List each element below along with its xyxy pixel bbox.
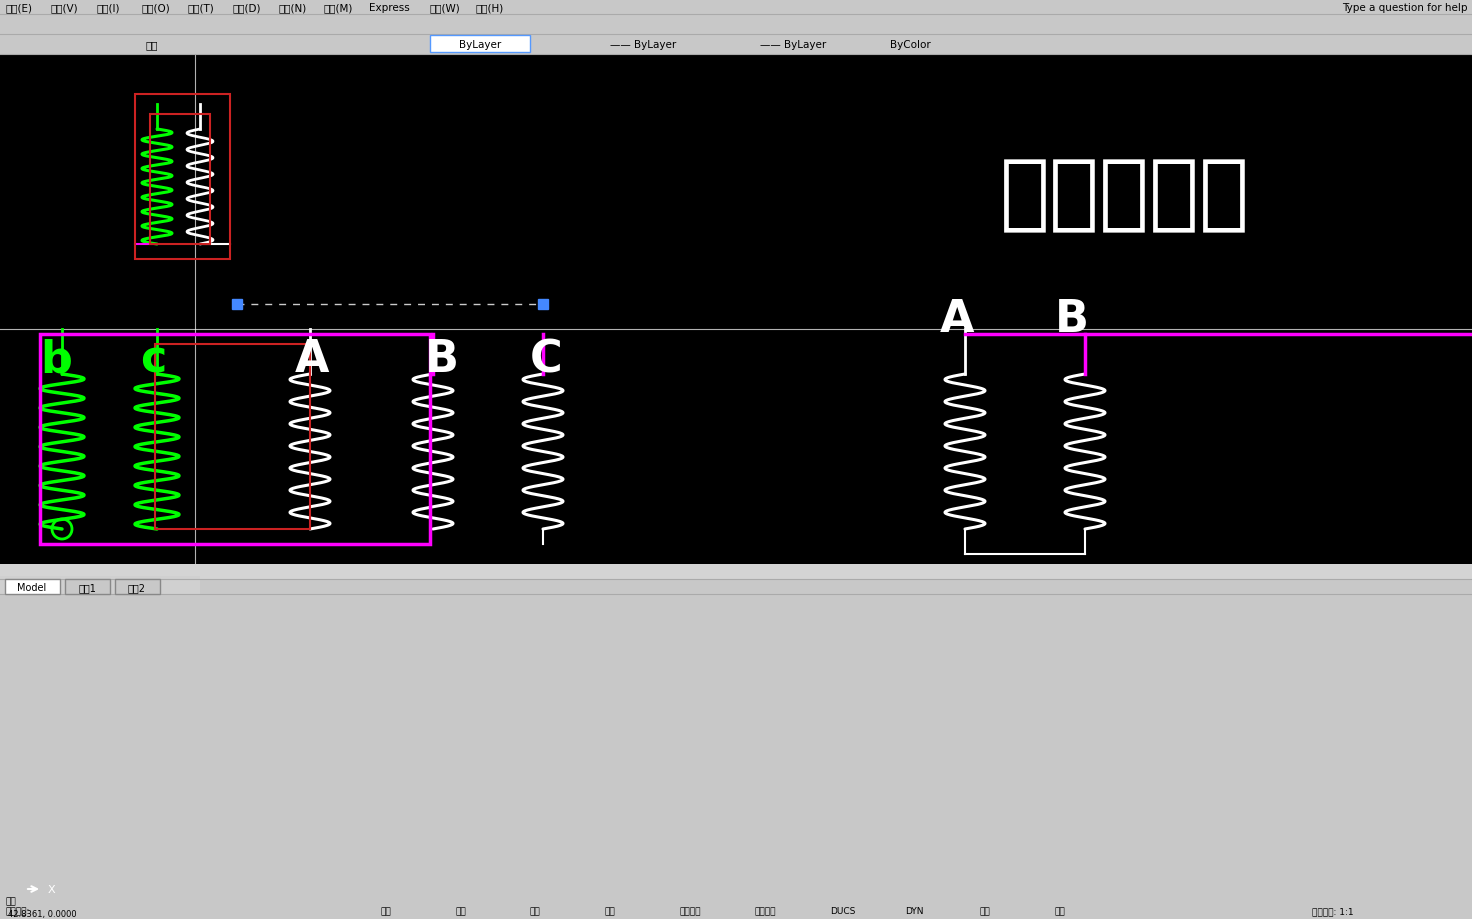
Text: 标注(N): 标注(N) xyxy=(278,3,306,13)
Text: 工具(T): 工具(T) xyxy=(187,3,213,13)
Text: 视图(V): 视图(V) xyxy=(50,3,78,13)
Text: 文件(E): 文件(E) xyxy=(4,3,32,13)
Text: ByLayer: ByLayer xyxy=(459,40,500,50)
Bar xyxy=(0,564,1472,579)
Text: 三相变压器: 三相变压器 xyxy=(999,154,1250,235)
Bar xyxy=(115,579,160,595)
Text: b: b xyxy=(40,338,72,381)
Text: 对象捕捉: 对象捕捉 xyxy=(680,906,702,915)
Text: 捕捉: 捕捉 xyxy=(380,906,390,915)
Text: 对对角点:: 对对角点: xyxy=(4,906,29,915)
Text: —— ByLayer: —— ByLayer xyxy=(609,40,676,50)
Text: 布局2: 布局2 xyxy=(128,583,146,593)
Text: A: A xyxy=(941,298,974,341)
Text: 格式(O): 格式(O) xyxy=(141,3,171,13)
Text: B: B xyxy=(425,338,459,381)
Text: Model: Model xyxy=(18,583,47,593)
Text: Express: Express xyxy=(369,3,409,13)
Text: 线宽: 线宽 xyxy=(980,906,991,915)
Bar xyxy=(430,36,530,53)
Text: 窗口(W): 窗口(W) xyxy=(430,3,461,13)
Text: 修改(M): 修改(M) xyxy=(324,3,353,13)
Text: A: A xyxy=(294,338,330,381)
Bar xyxy=(0,576,200,595)
Bar xyxy=(0,35,1472,55)
Text: 模型: 模型 xyxy=(1055,906,1066,915)
Text: ByColor: ByColor xyxy=(891,40,930,50)
Text: DUCS: DUCS xyxy=(830,906,855,915)
Text: 插入(I): 插入(I) xyxy=(96,3,119,13)
Text: 对象追踪: 对象追踪 xyxy=(755,906,777,915)
Text: 布局1: 布局1 xyxy=(78,583,96,593)
Text: 注释比例: 1:1: 注释比例: 1:1 xyxy=(1312,906,1354,915)
Text: 帮助(H): 帮助(H) xyxy=(475,3,503,13)
Text: —— ByLayer: —— ByLayer xyxy=(760,40,826,50)
Bar xyxy=(0,0,1472,15)
Text: 绘图(D): 绘图(D) xyxy=(233,3,261,13)
Text: 42.8361, 0.0000: 42.8361, 0.0000 xyxy=(7,910,77,918)
Bar xyxy=(135,95,230,260)
Bar xyxy=(4,579,60,595)
Bar xyxy=(150,115,210,244)
Text: 底层: 底层 xyxy=(146,40,158,50)
Bar xyxy=(0,579,1472,919)
Text: 极轴: 极轴 xyxy=(605,906,615,915)
Text: c: c xyxy=(140,338,166,381)
Bar xyxy=(0,15,1472,35)
Text: 栅格: 栅格 xyxy=(455,906,465,915)
Text: 清：: 清： xyxy=(4,897,16,905)
Text: C: C xyxy=(530,338,562,381)
Text: X: X xyxy=(49,884,56,894)
Text: DYN: DYN xyxy=(905,906,923,915)
Bar xyxy=(65,579,110,595)
Bar xyxy=(40,335,430,544)
Text: B: B xyxy=(1055,298,1089,341)
Bar xyxy=(155,345,311,529)
Text: 正交: 正交 xyxy=(530,906,540,915)
Text: Type a question for help: Type a question for help xyxy=(1342,3,1468,13)
